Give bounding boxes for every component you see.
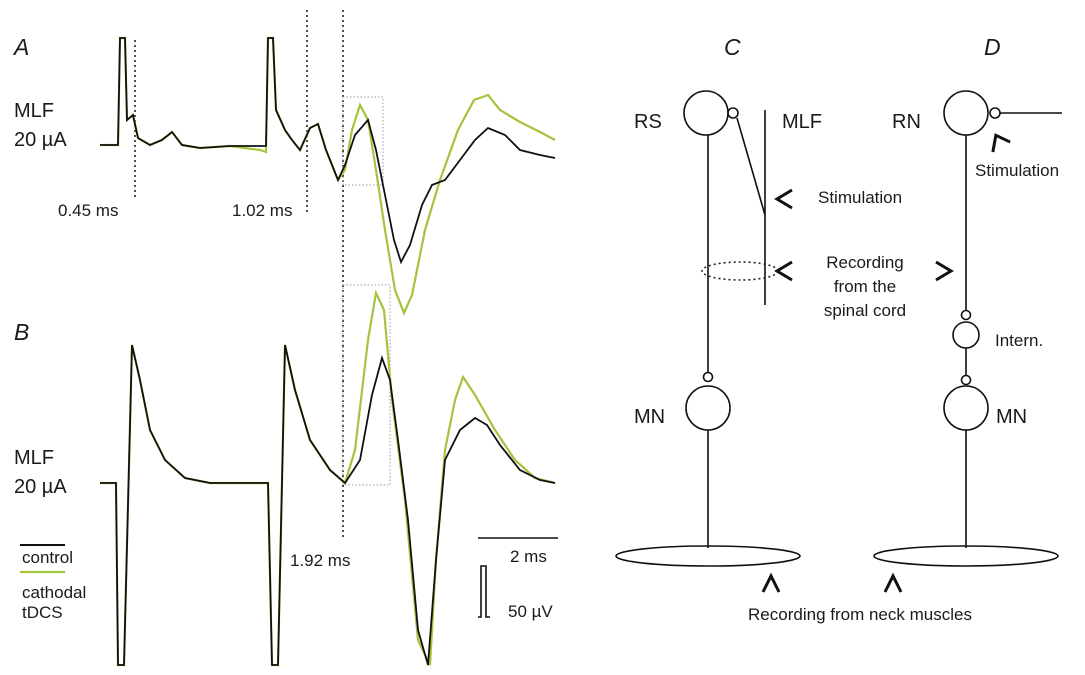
arrow (774, 260, 793, 282)
stimulus-label: 20 µA (14, 476, 67, 498)
trace-tdcs (100, 36, 556, 316)
neuron-label: MN (996, 406, 1027, 428)
scale-label: 50 µV (508, 602, 553, 621)
axon (707, 110, 766, 548)
stimulus-label: MLF (14, 100, 54, 122)
scale-label: 2 ms (510, 547, 547, 566)
annotation: Recording from neck muscles (748, 605, 972, 624)
annotation: Recording (826, 253, 904, 272)
neuron-label: MN (634, 406, 665, 428)
panel-label: B (14, 319, 29, 345)
axon (965, 112, 1062, 548)
synapse (727, 107, 739, 119)
latency-label: 0.45 ms (58, 201, 118, 220)
scale-bar (478, 565, 490, 618)
stimulus-label: 20 µA (14, 129, 67, 151)
arrow (774, 188, 793, 210)
arrow (883, 572, 903, 593)
highlight-box (342, 96, 384, 186)
neuron (685, 385, 731, 431)
synapse (989, 107, 1001, 119)
arrow (991, 133, 1011, 153)
legend-label: control (22, 548, 73, 567)
annotation: Stimulation (818, 188, 902, 207)
neuron-label: RS (634, 111, 662, 133)
annotation: Stimulation (975, 161, 1059, 180)
annotation: from the (834, 277, 896, 296)
neuron (943, 90, 989, 136)
highlight-box (342, 284, 391, 486)
neuron (943, 385, 989, 431)
recording-site (701, 261, 779, 281)
tract-label: MLF (782, 111, 822, 133)
muscle (615, 545, 801, 567)
annotation: spinal cord (824, 301, 906, 320)
neuron-label: RN (892, 111, 921, 133)
interneuron (952, 321, 980, 349)
latency-label: 1.92 ms (290, 551, 350, 570)
legend-label: cathodal (22, 583, 86, 602)
panel-label: A (12, 34, 29, 60)
panel-label: D (984, 34, 1001, 60)
neuron-label: Intern. (995, 331, 1043, 350)
stimulus-label: MLF (14, 447, 54, 469)
trace-control (100, 37, 556, 265)
latency-label: 1.02 ms (232, 201, 292, 220)
panel-label: C (724, 34, 741, 60)
neuron (683, 90, 729, 136)
arrow (761, 572, 781, 593)
muscle (873, 545, 1059, 567)
synapse (960, 309, 972, 321)
trace-control (100, 344, 556, 666)
legend-label: tDCS (22, 603, 63, 622)
synapse (702, 371, 714, 383)
synapse (960, 374, 972, 386)
arrow (935, 260, 954, 282)
